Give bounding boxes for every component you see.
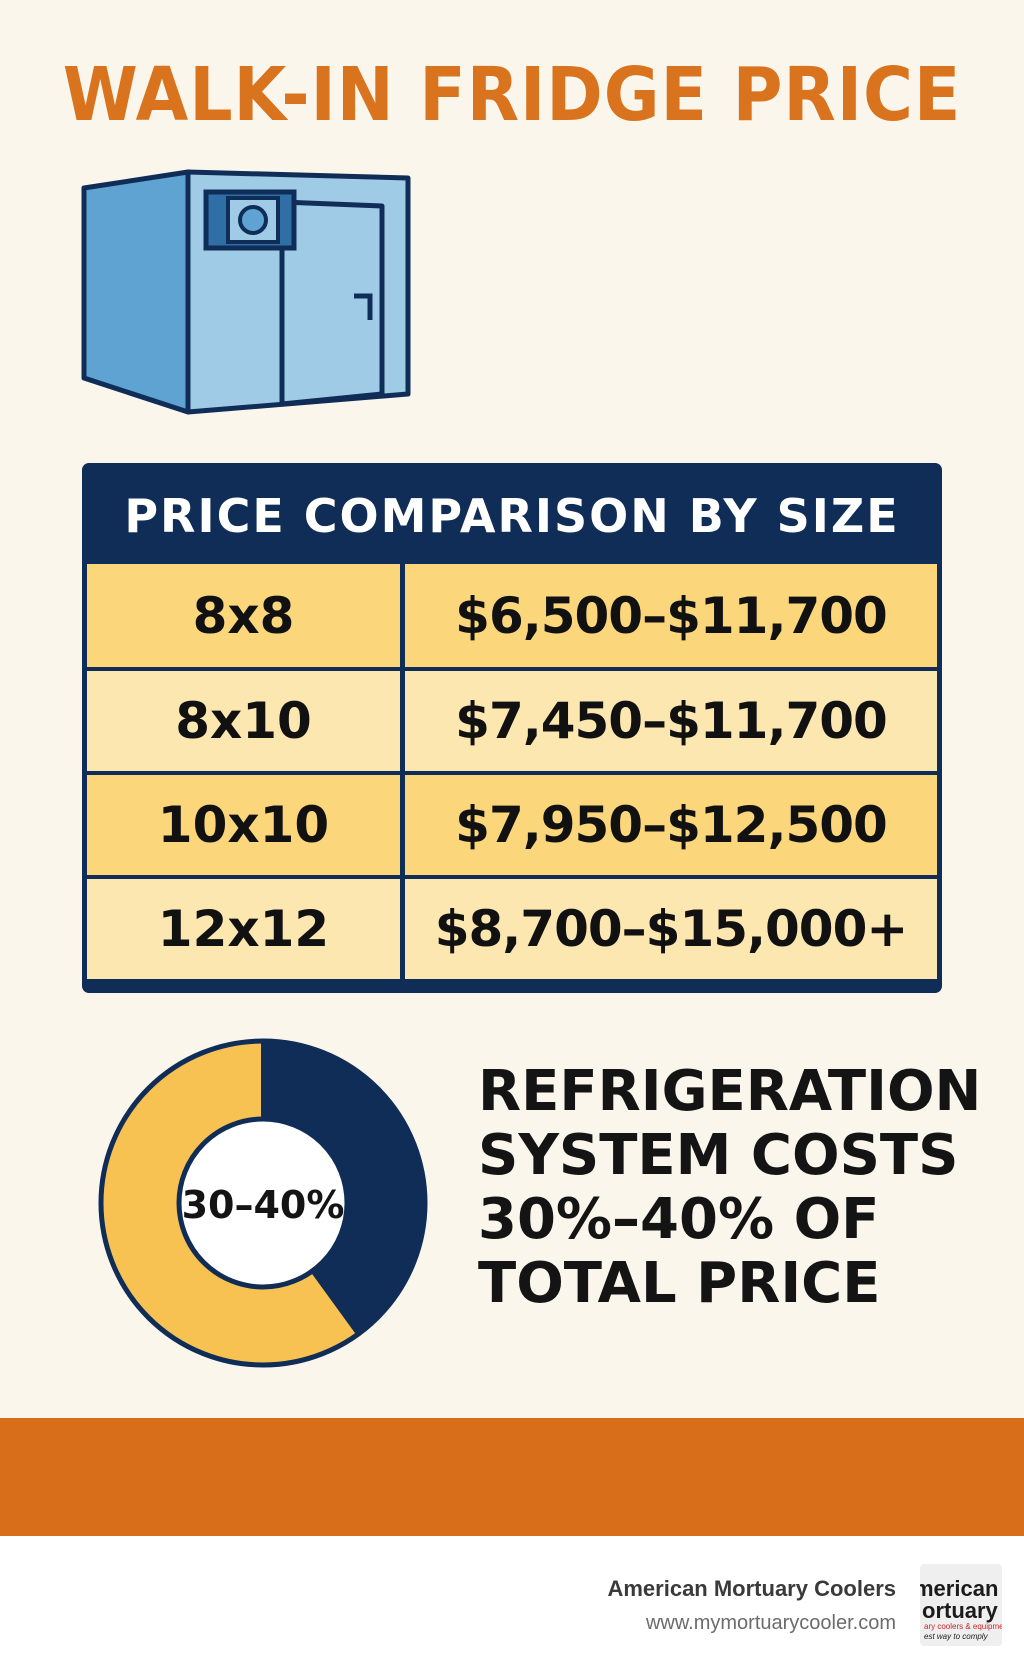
brand-name: American Mortuary Coolers — [607, 1576, 896, 1601]
fan-icon — [238, 205, 268, 235]
size-cell: 12x12 — [87, 879, 405, 979]
brand-url[interactable]: www.mymortuarycooler.com — [645, 1612, 896, 1634]
size-cell: 8x8 — [87, 564, 405, 667]
brand-logo: merican ortuary ary coolers & equipment … — [920, 1564, 1002, 1646]
price-cell: $7,950–$12,500 — [455, 796, 888, 854]
size-cell: 10x10 — [87, 775, 405, 875]
logo-text: ary coolers & equipment — [924, 1622, 1002, 1631]
donut-center-label: 30–40% — [182, 1183, 345, 1227]
walk-in-cooler-icon — [81, 169, 411, 415]
logo-text: merican — [920, 1576, 999, 1601]
brand-footer: American Mortuary Coolers www.mymortuary… — [0, 1536, 1024, 1666]
note-line: 30%–40% OF — [478, 1187, 880, 1252]
orange-footer-band — [0, 1418, 1024, 1536]
table-row: 8x8 $6,500–$11,700 — [87, 564, 937, 667]
note-line: SYSTEM COSTS — [478, 1123, 959, 1188]
logo-text: est way to comply — [924, 1632, 988, 1641]
price-cell: $7,450–$11,700 — [455, 692, 888, 750]
refrigeration-cost-note: REFRIGERATION SYSTEM COSTS 30%–40% OF TO… — [478, 1060, 998, 1316]
table-row: 10x10 $7,950–$12,500 — [87, 771, 937, 875]
table-row: 8x10 $7,450–$11,700 — [87, 667, 937, 771]
cooler-side-panel — [81, 169, 191, 415]
price-comparison-table: PRICE COMPARISON BY SIZE 8x8 $6,500–$11,… — [82, 463, 942, 993]
table-header: PRICE COMPARISON BY SIZE — [124, 489, 900, 543]
size-cell: 8x10 — [87, 671, 405, 771]
refrigeration-share-donut-chart: 30–40% — [98, 1038, 428, 1368]
note-line: TOTAL PRICE — [478, 1251, 881, 1316]
note-line: REFRIGERATION — [478, 1059, 982, 1124]
price-cell: $8,700–$15,000+ — [434, 900, 909, 958]
page-title: WALK-IN FRIDGE PRICE — [62, 52, 962, 138]
logo-text: ortuary — [922, 1598, 998, 1623]
donut-hole — [176, 1116, 350, 1290]
price-cell: $6,500–$11,700 — [455, 586, 888, 645]
cooler-door — [279, 199, 385, 407]
donut-outline — [98, 1038, 428, 1368]
table-row: 12x12 $8,700–$15,000+ — [87, 875, 937, 979]
door-handle — [354, 293, 373, 320]
